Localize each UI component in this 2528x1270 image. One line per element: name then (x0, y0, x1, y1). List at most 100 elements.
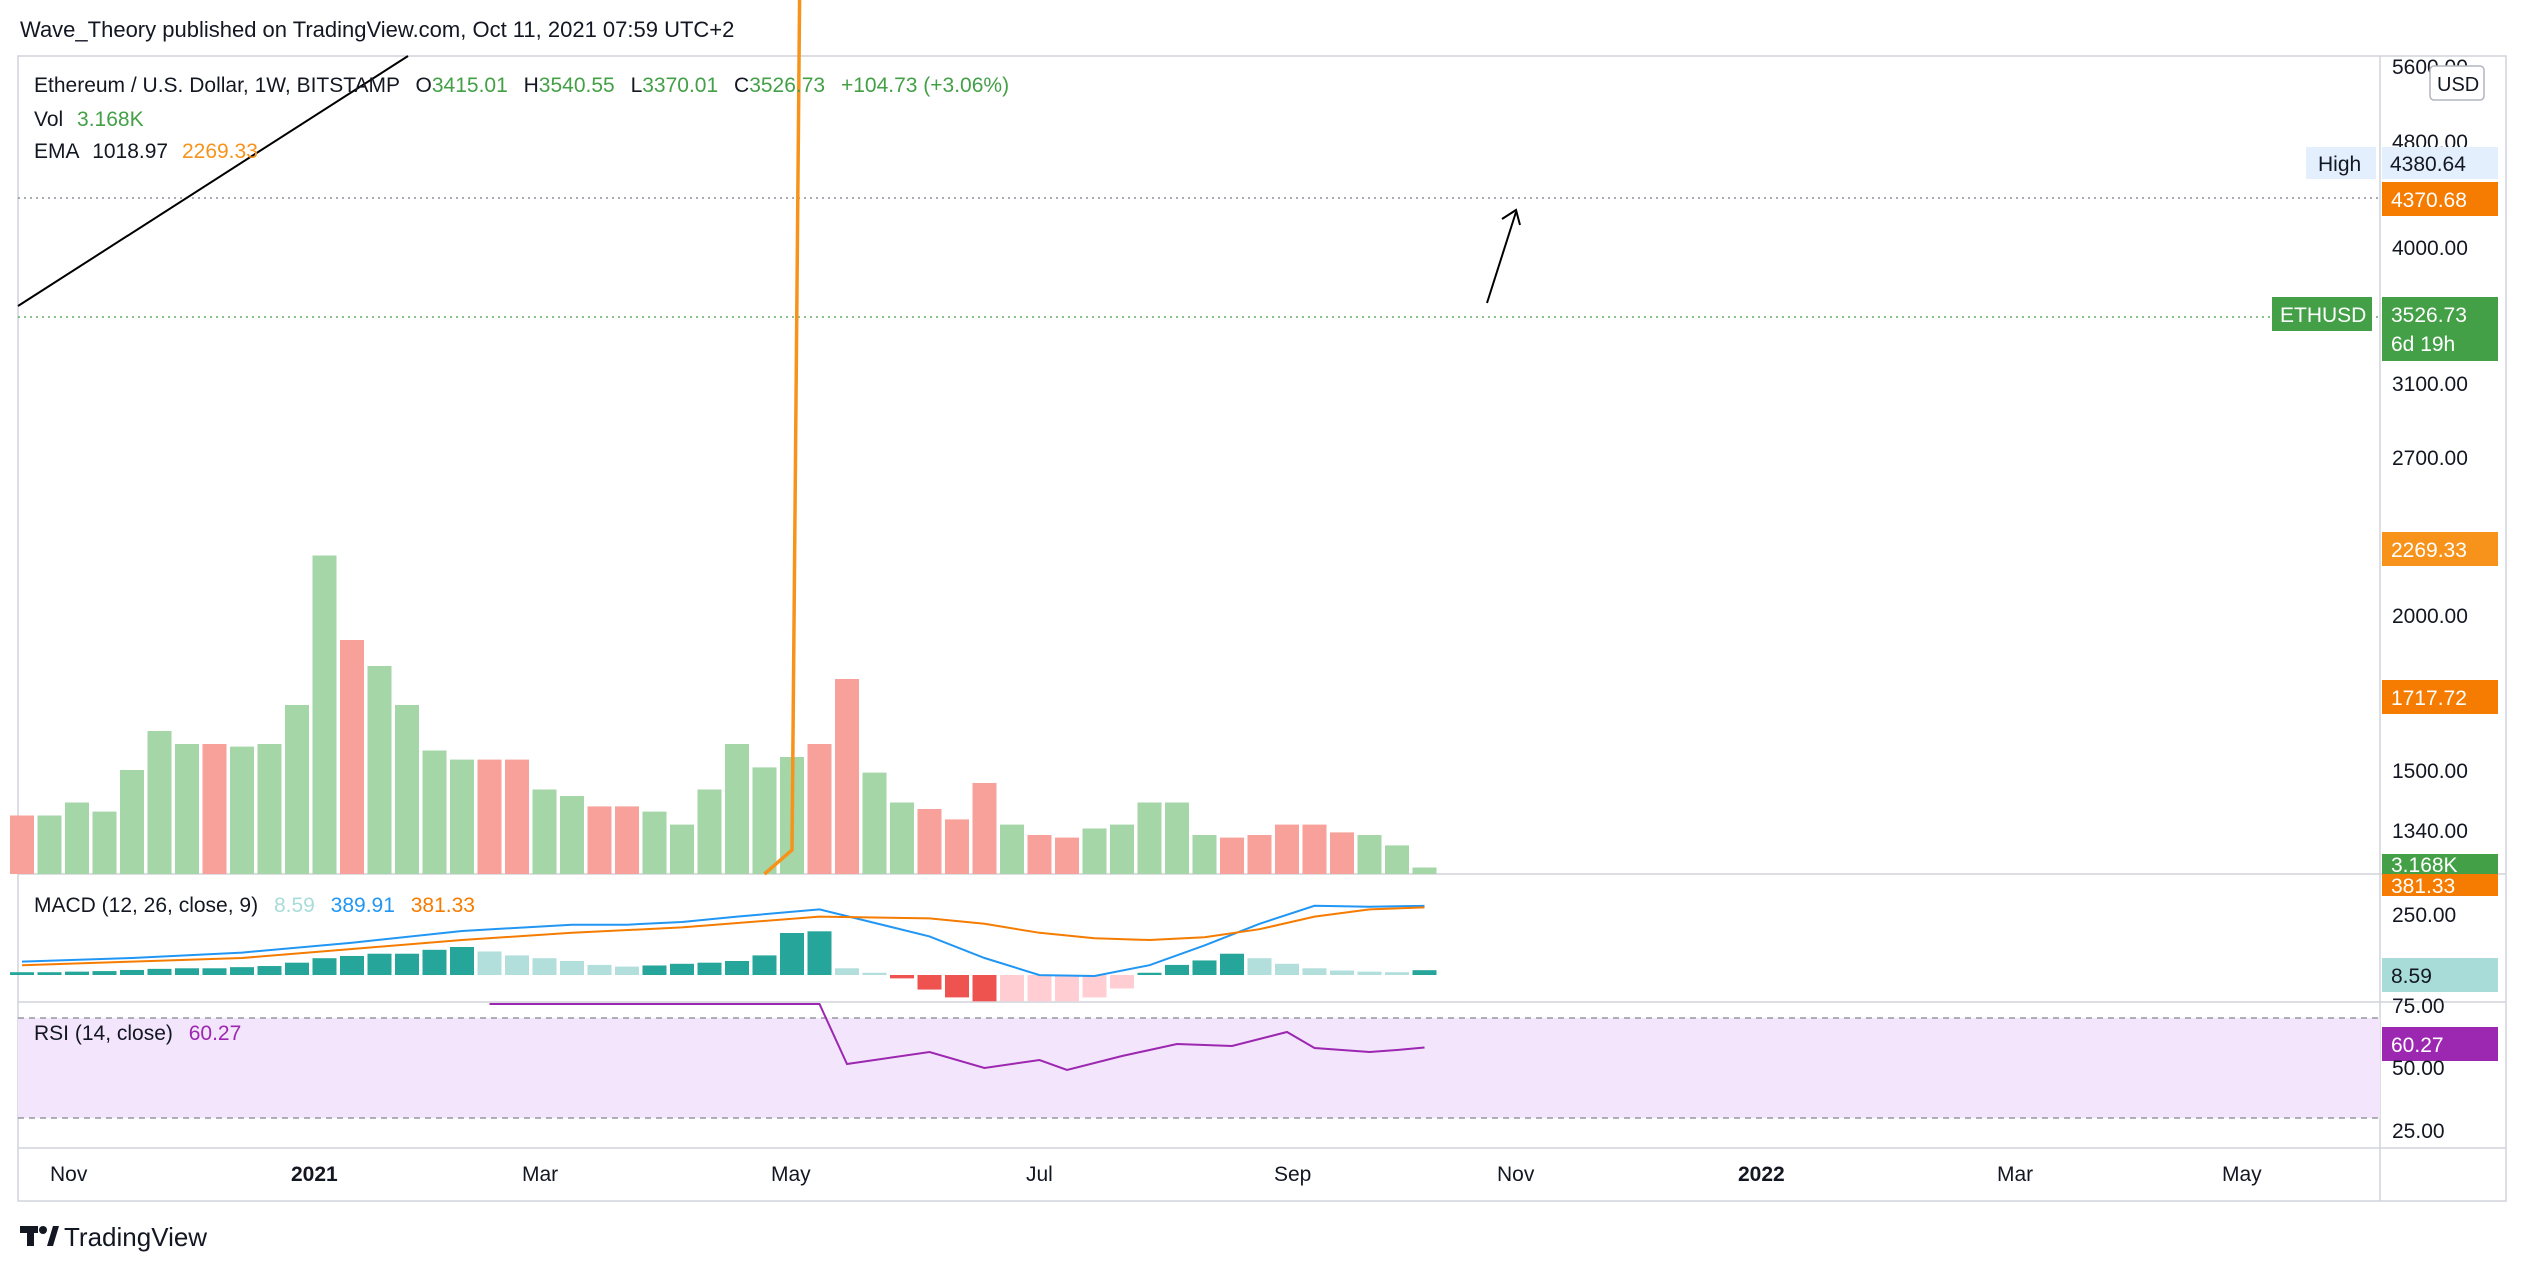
rsi-band (18, 1018, 2380, 1118)
volume-bar (120, 770, 144, 874)
macd-histogram-bar (1082, 975, 1107, 998)
volume-bar (1220, 837, 1244, 874)
macd-histogram-bar (477, 951, 502, 975)
macd-histogram-bar (560, 961, 584, 975)
drawn-trendline[interactable] (17, 55, 409, 307)
macd-histogram-bar (1055, 975, 1079, 1002)
chart-frame (17, 55, 2507, 1202)
macd-histogram-bar (285, 962, 309, 975)
volume-bar (285, 705, 309, 874)
rsi-tick: 50.00 (2392, 1057, 2445, 1080)
macd-signal-line (21, 906, 1425, 967)
macd-histogram-bar (1110, 975, 1134, 989)
ema-badge: 2269.33 (2382, 532, 2498, 566)
macd-tick: 250.00 (2392, 904, 2456, 927)
currency-selector[interactable]: USD (2429, 65, 2485, 101)
volume-bar (697, 789, 722, 874)
last-price: 3526.73 (2391, 304, 2467, 327)
macd-histogram-bar (752, 955, 777, 975)
macd-histogram-bar (725, 961, 749, 975)
volume-bar (312, 555, 337, 874)
volume-bar (230, 746, 254, 874)
macd-histogram-bar (697, 962, 722, 975)
macd-histogram-bar (202, 968, 227, 975)
volume-bar (1357, 835, 1382, 874)
time-tick: Sep (1274, 1163, 1311, 1186)
macd-histogram-bar (1357, 971, 1382, 975)
time-tick: 2021 (291, 1163, 338, 1186)
macd-histogram-bar (642, 965, 667, 975)
volume-bar (65, 802, 89, 874)
macd-histogram-bar (505, 955, 529, 975)
macd-histogram-bar (92, 971, 117, 975)
macd-layer (10, 904, 1437, 1002)
macd-histogram-bar (862, 972, 887, 975)
projection-arrow[interactable] (1486, 208, 1521, 304)
macd-histogram-bar (1220, 953, 1244, 975)
macd-histogram-bar (1137, 972, 1162, 975)
high-badge-value: 4380.64 (2390, 153, 2466, 176)
macd-histogram-bar (1192, 960, 1217, 975)
macd-histogram-bar (780, 933, 804, 975)
price-tick: 1340.00 (2392, 820, 2468, 843)
volume-bar (1000, 824, 1024, 874)
volume-bar (257, 744, 282, 874)
support-badge: 1717.72 (2382, 680, 2498, 714)
volume-bar (1302, 824, 1327, 874)
macd-histogram-bar (945, 975, 969, 998)
macd-line (21, 904, 1425, 978)
volume-legend: Vol 3.168K (34, 108, 144, 131)
volume-bar (1275, 824, 1299, 874)
price-tick: 4000.00 (2392, 237, 2468, 260)
macd-histogram-bar (1385, 972, 1409, 975)
symbol-price-badge: ETHUSD 3526.73 6d 19h (2272, 297, 2498, 361)
macd-histogram-bar (807, 931, 832, 975)
macd-histogram-bar (340, 955, 364, 975)
published-by: Wave_Theory published on TradingView.com… (20, 17, 734, 42)
macd-histogram-bar (1165, 964, 1189, 975)
time-axis[interactable]: Nov 2021 Mar May Jul Sep Nov 2022 Mar Ma… (50, 1163, 2262, 1186)
ema-layer (763, 0, 802, 876)
rsi-tick: 25.00 (2392, 1120, 2445, 1143)
rsi-layer (489, 1003, 1425, 1072)
volume-bar (642, 811, 667, 874)
price-tick: 1500.00 (2392, 760, 2468, 783)
volume-bar (422, 750, 447, 874)
high-badge: High 4380.64 (2306, 147, 2498, 179)
volume-bar (890, 802, 914, 874)
volume-bar (1192, 835, 1217, 874)
ema-badge-value: 2269.33 (2391, 539, 2467, 562)
price-tick: 3100.00 (2392, 373, 2468, 396)
macd-histogram-bar (450, 947, 474, 975)
currency-label: USD (2437, 74, 2479, 96)
tradingview-logo[interactable]: TradingView (20, 1222, 207, 1252)
volume-bar (560, 796, 584, 874)
volume-badge: 3.168K (2382, 854, 2498, 877)
time-tick: Mar (1997, 1163, 2033, 1186)
volume-bar (862, 772, 887, 874)
macd-histogram-bar (1330, 970, 1354, 975)
macd-histogram-bar (587, 964, 612, 975)
rsi-badge: 60.27 (2391, 1034, 2444, 1057)
volume-bar (367, 666, 392, 874)
macd-histogram-bar (175, 968, 199, 975)
rsi-axis[interactable]: 75.00 60.27 50.00 25.00 (2382, 995, 2498, 1143)
macd-axis[interactable]: 381.33 250.00 8.59 (2382, 874, 2498, 992)
volume-bar (395, 705, 419, 874)
macd-histogram-bar (890, 975, 914, 979)
macd-histogram-bar (422, 949, 447, 975)
time-tick: Nov (1497, 1163, 1535, 1186)
volume-bar (92, 811, 117, 874)
price-tick: 2700.00 (2392, 447, 2468, 470)
volume-bar (477, 759, 502, 874)
macd-histogram-bar (1247, 958, 1272, 975)
macd-histogram-bar (230, 967, 254, 975)
macd-histogram-bar (37, 972, 62, 975)
volume-layer (10, 555, 1437, 874)
volume-bar (1027, 835, 1052, 874)
symbol-label: ETHUSD (2280, 304, 2366, 327)
volume-bar (505, 759, 529, 874)
volume-bar (450, 759, 474, 874)
macd-histogram-bar (670, 963, 694, 975)
